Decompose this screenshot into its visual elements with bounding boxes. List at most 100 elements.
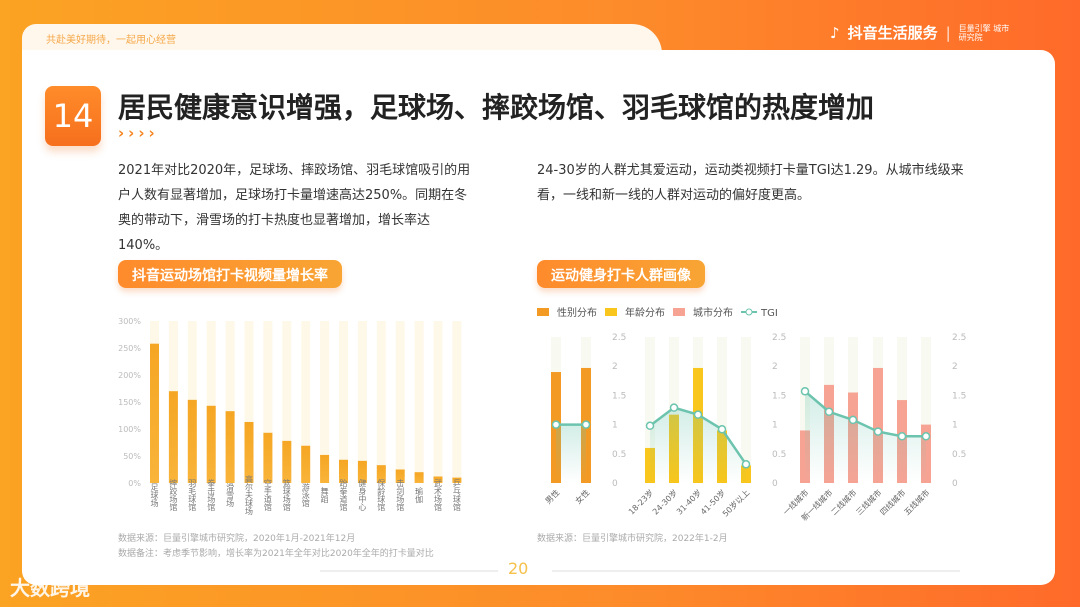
bar-track [741, 337, 751, 483]
x-tick-label: 保龄球馆 [377, 478, 386, 512]
bar-track [414, 321, 424, 483]
bar-track [301, 321, 311, 483]
bar [395, 469, 405, 483]
legend-label: 年龄分布 [625, 306, 665, 319]
x-tick-label: 女性 [573, 487, 591, 505]
x-tick-label: 滑雪场 [226, 482, 235, 508]
tgi-area [650, 407, 746, 483]
bar [414, 472, 424, 483]
content-card [22, 50, 1055, 585]
bar-track [376, 321, 386, 483]
x-tick-label: 击剑场馆 [396, 478, 405, 512]
bar-track [225, 321, 235, 483]
tgi-point [581, 420, 591, 429]
bar [339, 459, 348, 483]
bar [282, 440, 292, 483]
right-source: 数据来源：巨量引擎城市研究院，2022年1-2月 [537, 534, 728, 544]
tgi-point [645, 421, 655, 431]
tgi-point [824, 407, 834, 417]
x-tick-label: 男性 [543, 487, 561, 505]
tgi-point [873, 427, 883, 436]
y-tick-label: 2.5 [772, 333, 786, 343]
bar-track [433, 321, 443, 483]
brand: ♪ 抖音生活服务 | 巨量引擎 城市研究院 [830, 22, 1011, 43]
y-tick-label: 0 [952, 479, 958, 489]
bar-track [206, 321, 216, 483]
x-tick-label: 18-23岁 [626, 487, 655, 516]
left-remark: 数据备注：考虑季节影响，增长率为2021年全年对比2020年全年的打卡量对比 [118, 549, 434, 559]
y-tick-label: 2.5 [952, 333, 966, 343]
bar [433, 476, 443, 483]
legend-swatch [673, 308, 685, 316]
y-tick-label: 1.5 [612, 391, 626, 401]
left-source: 数据来源：巨量引擎城市研究院，2020年1月-2021年12月 [118, 534, 356, 544]
tgi-point [800, 387, 810, 396]
x-tick-label: 五线城市 [902, 487, 932, 517]
x-tick-label: 足球场 [150, 483, 159, 508]
page-number: 20 [508, 559, 529, 578]
x-tick-label: 乒乓球馆 [452, 478, 461, 512]
y-tick-label: 0 [772, 479, 778, 489]
x-tick-label: 羽毛球馆 [188, 479, 197, 512]
bar-track [645, 337, 655, 483]
x-tick-label: 二线城市 [829, 487, 859, 517]
bar [320, 454, 330, 483]
bar [376, 465, 386, 483]
y-tick-label: 2.5 [612, 333, 626, 343]
pagination: 20 [320, 559, 960, 578]
tgi-point [551, 420, 561, 429]
bar [357, 460, 367, 483]
y-tick-label: 1 [952, 421, 958, 431]
y-tick-label: 150% [118, 398, 141, 407]
y-tick-label: 1.5 [952, 391, 966, 401]
y-tick-label: 300% [118, 317, 141, 326]
legend-tgi-marker [745, 308, 753, 316]
y-tick-label: 2 [952, 362, 958, 372]
y-tick-label: 0% [128, 479, 141, 488]
legend-label: 城市分布 [693, 306, 733, 319]
y-tick-label: 250% [118, 344, 141, 353]
x-tick-label: 舞蹈 [320, 486, 329, 504]
x-tick-label: 摔跤场馆 [169, 478, 178, 512]
arrows-icon: ›››› [118, 124, 159, 142]
y-tick-label: 1 [612, 421, 618, 431]
y-tick-label: 0.5 [952, 450, 966, 460]
tgi-point [921, 432, 931, 441]
page-title: 居民健康意识增强，足球场、摔跤场馆、羽毛球馆的热度增加 [118, 91, 875, 124]
y-tick-label: 200% [118, 371, 141, 380]
legend-swatch [537, 308, 549, 316]
left-paragraph: 2021年对比2020年，足球场、摔跤场馆、羽毛球馆吸引的用户人数有显著增加，足… [118, 163, 471, 253]
y-tick-label: 50% [123, 452, 141, 461]
x-tick-label: 31-40岁 [674, 487, 703, 516]
bar [187, 399, 197, 483]
institute-logo: 巨量引擎 城市研究院 [958, 23, 1010, 42]
tgi-point [897, 432, 907, 441]
bar [168, 391, 178, 483]
bar [873, 367, 883, 483]
tgi-point [741, 460, 751, 469]
y-tick-label: 0.5 [612, 450, 626, 460]
brand-name: 抖音生活服务 [847, 24, 938, 42]
bar-track [395, 321, 405, 483]
legend-label: 性别分布 [557, 306, 597, 319]
separator: | [945, 23, 951, 42]
tgi-point [848, 415, 858, 425]
bar [150, 343, 159, 483]
y-tick-label: 1 [772, 421, 778, 431]
bar-track [320, 321, 330, 483]
y-tick-label: 2 [612, 362, 618, 372]
x-tick-label: 高尔夫球场 [245, 474, 254, 516]
tgi-area [556, 424, 586, 483]
tgi-point [669, 403, 679, 412]
right-chart-title: 运动健身打卡人群画像 [537, 260, 705, 288]
x-tick-label: 武术场馆 [434, 478, 443, 512]
slogan: 共赴美好期待，一起用心经营 [46, 35, 176, 46]
y-tick-label: 1.5 [772, 391, 786, 401]
bar-track [244, 321, 254, 483]
x-tick-label: 24-30岁 [650, 487, 679, 516]
bar-track [282, 321, 292, 483]
watermark-logo: 大数跨境 [10, 576, 90, 600]
legend-label: TGI [760, 308, 778, 319]
bar [206, 405, 216, 483]
